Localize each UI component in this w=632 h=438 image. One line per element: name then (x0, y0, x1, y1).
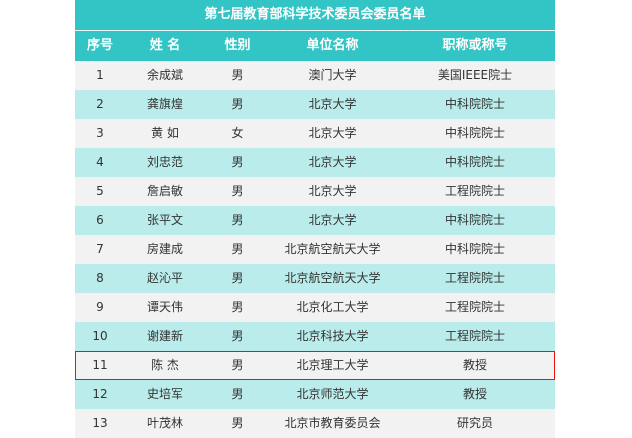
cell-seq: 6 (96, 213, 104, 227)
cell-title: 工程院院士 (444, 184, 505, 198)
table-row: 1 余成斌 男 澳门大学 美国IEEE院士 (75, 61, 555, 90)
cell-unit: 北京理工大学 (296, 358, 369, 372)
cell-name: 詹启敏 (146, 184, 183, 198)
cell-seq: 8 (96, 271, 104, 285)
cell-gender: 男 (231, 97, 244, 111)
cell-unit: 北京大学 (308, 97, 357, 111)
cell-title: 中科院院士 (444, 155, 505, 169)
cell-gender: 男 (231, 68, 244, 82)
cell-title: 中科院院士 (444, 242, 505, 256)
header-gender: 性别 (224, 38, 251, 53)
cell-gender: 男 (231, 242, 244, 256)
cell-gender: 男 (231, 358, 244, 372)
cell-gender: 男 (231, 271, 244, 285)
cell-title: 教授 (462, 387, 487, 401)
members-table: 第七届教育部科学技术委员会委员名单 序号 姓 名 性别 单位名称 职称或称号 1… (75, 0, 555, 438)
cell-gender: 男 (231, 213, 244, 227)
cell-title: 教授 (462, 358, 487, 372)
header-unit: 单位名称 (306, 38, 359, 53)
cell-seq: 11 (92, 358, 108, 372)
table-row: 2 龚旗煌 男 北京大学 中科院院士 (75, 90, 555, 119)
cell-title: 美国IEEE院士 (437, 68, 513, 82)
cell-seq: 4 (96, 155, 104, 169)
cell-title: 中科院院士 (444, 126, 505, 140)
cell-unit: 北京市教育委员会 (284, 416, 381, 430)
cell-name: 龚旗煌 (146, 97, 183, 111)
table-row: 9 谭天伟 男 北京化工大学 工程院院士 (75, 293, 555, 322)
table-row: 10 谢建新 男 北京科技大学 工程院院士 (75, 322, 555, 351)
cell-unit: 北京大学 (308, 213, 357, 227)
cell-title: 研究员 (456, 416, 493, 430)
cell-gender: 男 (231, 184, 244, 198)
cell-name: 谭天伟 (146, 300, 183, 314)
table-row: 6 张平文 男 北京大学 中科院院士 (75, 206, 555, 235)
cell-seq: 12 (92, 387, 108, 401)
cell-title: 中科院院士 (444, 213, 505, 227)
cell-name: 陈 杰 (151, 358, 179, 372)
cell-unit: 北京科技大学 (296, 329, 369, 343)
cell-name: 赵沁平 (146, 271, 183, 285)
table-row: 12 史培军 男 北京师范大学 教授 (75, 380, 555, 409)
cell-unit: 澳门大学 (308, 68, 357, 82)
cell-unit: 北京化工大学 (296, 300, 369, 314)
cell-name: 谢建新 (146, 329, 183, 343)
cell-unit: 北京大学 (308, 126, 357, 140)
table-row: 3 黄 如 女 北京大学 中科院院士 (75, 119, 555, 148)
cell-seq: 3 (96, 126, 104, 140)
cell-seq: 2 (96, 97, 104, 111)
table-row: 11 陈 杰 男 北京理工大学 教授 (75, 351, 555, 380)
cell-unit: 北京师范大学 (296, 387, 369, 401)
cell-title: 工程院院士 (444, 300, 505, 314)
cell-gender: 男 (231, 416, 244, 430)
cell-name: 刘忠范 (146, 155, 183, 169)
cell-seq: 9 (96, 300, 104, 314)
cell-name: 叶茂林 (146, 416, 183, 430)
cell-gender: 女 (231, 126, 244, 140)
cell-gender: 男 (231, 329, 244, 343)
cell-unit: 北京大学 (308, 184, 357, 198)
cell-seq: 7 (96, 242, 104, 256)
cell-name: 余成斌 (146, 68, 183, 82)
cell-name: 史培军 (146, 387, 183, 401)
cell-title: 中科院院士 (444, 97, 505, 111)
table-header: 序号 姓 名 性别 单位名称 职称或称号 (75, 31, 555, 61)
header-seq: 序号 (86, 38, 113, 53)
cell-seq: 5 (96, 184, 104, 198)
cell-name: 房建成 (146, 242, 183, 256)
cell-gender: 男 (231, 155, 244, 169)
cell-unit: 北京大学 (308, 155, 357, 169)
cell-seq: 13 (92, 416, 108, 430)
table-row: 4 刘忠范 男 北京大学 中科院院士 (75, 148, 555, 177)
header-name: 姓 名 (149, 38, 181, 53)
cell-title: 工程院院士 (444, 271, 505, 285)
cell-seq: 1 (96, 68, 104, 82)
header-title: 职称或称号 (442, 38, 508, 53)
table-row: 8 赵沁平 男 北京航空航天大学 工程院院士 (75, 264, 555, 293)
cell-unit: 北京航空航天大学 (284, 271, 381, 285)
cell-name: 张平文 (146, 213, 183, 227)
table-row: 5 詹启敏 男 北京大学 工程院院士 (75, 177, 555, 206)
cell-seq: 10 (92, 329, 108, 343)
table-row: 13 叶茂林 男 北京市教育委员会 研究员 (75, 409, 555, 438)
cell-title: 工程院院士 (444, 329, 505, 343)
cell-gender: 男 (231, 300, 244, 314)
table-row: 7 房建成 男 北京航空航天大学 中科院院士 (75, 235, 555, 264)
cell-unit: 北京航空航天大学 (284, 242, 381, 256)
cell-gender: 男 (231, 387, 244, 401)
cell-name: 黄 如 (151, 126, 179, 140)
table-title: 第七届教育部科学技术委员会委员名单 (75, 0, 555, 31)
